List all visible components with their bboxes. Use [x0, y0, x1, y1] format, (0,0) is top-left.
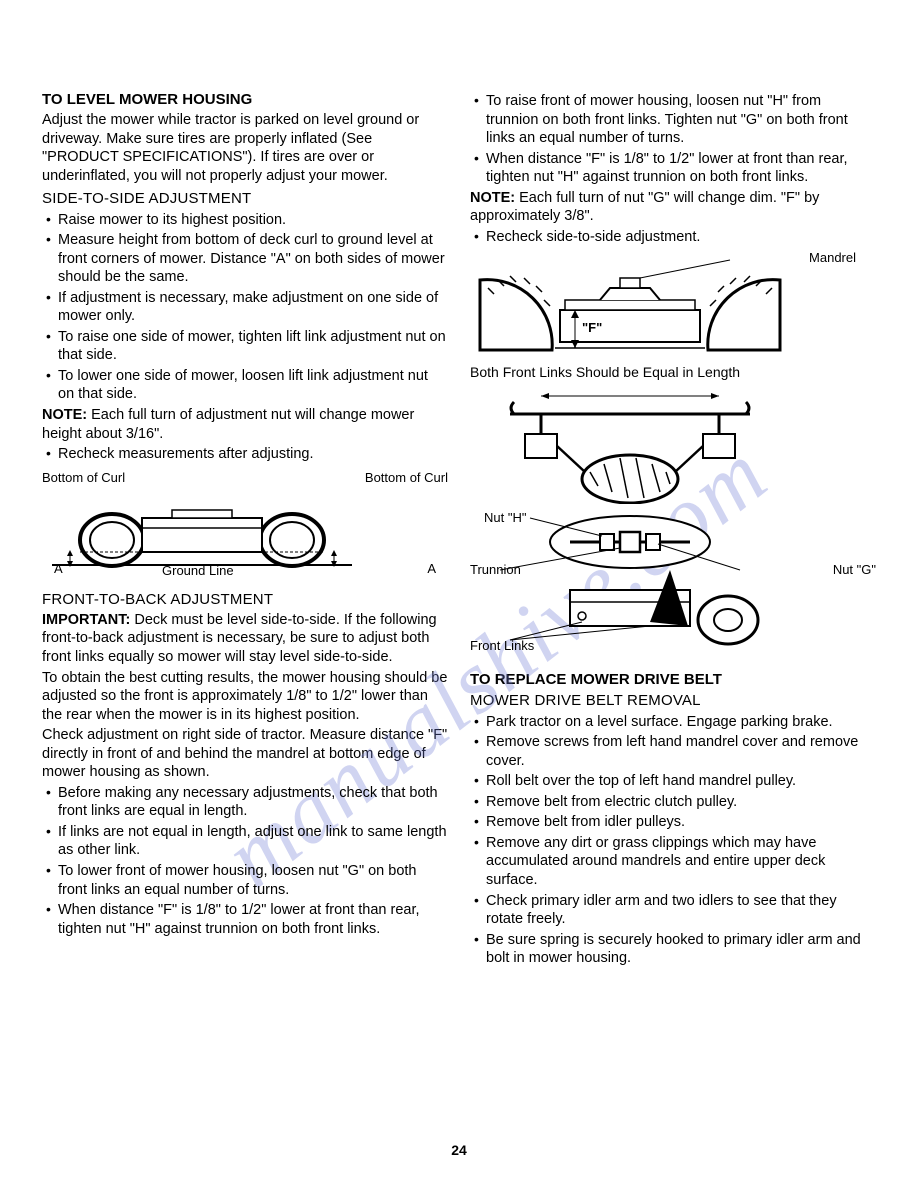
list-item: Remove screws from left hand mandrel cov…: [470, 733, 876, 770]
list-item: To lower front of mower housing, loosen …: [42, 862, 448, 899]
figure-side-adjustment: Bottom of Curl Bottom of Curl A A Ground…: [42, 470, 448, 580]
list-item: Remove belt from electric clutch pulley.: [470, 793, 876, 812]
note-text: Each full turn of adjustment nut will ch…: [42, 407, 414, 442]
note-label: NOTE:: [42, 407, 87, 423]
label-mandrel: Mandrel: [809, 250, 856, 267]
list-item: Before making any necessary adjustments,…: [42, 784, 448, 821]
note-text: Each full turn of nut "G" will change di…: [470, 190, 819, 225]
bullets-continued: To raise front of mower housing, loosen …: [470, 92, 876, 187]
list-item: Recheck measurements after adjusting.: [42, 445, 448, 464]
note-2: NOTE: Each full turn of nut "G" will cha…: [470, 189, 876, 226]
label-bottom-curl-right: Bottom of Curl: [365, 470, 448, 487]
label-a-right: A: [427, 561, 436, 578]
list-item: Check primary idler arm and two idlers t…: [470, 892, 876, 929]
label-f: "F": [582, 320, 602, 337]
label-a-left: A: [54, 561, 63, 578]
figure-front-links: [470, 384, 876, 504]
left-column: TO LEVEL MOWER HOUSING Adjust the mower …: [42, 90, 448, 970]
intro-paragraph: Adjust the mower while tractor is parked…: [42, 111, 448, 185]
label-front-links: Front Links: [470, 638, 534, 655]
list-item: Be sure spring is securely hooked to pri…: [470, 931, 876, 968]
two-column-layout: TO LEVEL MOWER HOUSING Adjust the mower …: [42, 90, 876, 970]
list-item: To raise one side of mower, tighten lift…: [42, 328, 448, 365]
important-note: IMPORTANT: Deck must be level side-to-si…: [42, 611, 448, 667]
label-ground-line: Ground Line: [162, 563, 234, 580]
diagram-svg: [470, 384, 790, 504]
list-item: If adjustment is necessary, make adjustm…: [42, 289, 448, 326]
diagram-svg: [470, 250, 790, 360]
list-item: To lower one side of mower, loosen lift …: [42, 367, 448, 404]
heading-replace-belt: TO REPLACE MOWER DRIVE BELT: [470, 670, 876, 689]
figure-nuts: Nut "H" Trunnion Nut "G" Front Links: [470, 510, 876, 660]
list-item: To raise front of mower housing, loosen …: [470, 92, 876, 148]
list-item: When distance "F" is 1/8" to 1/2" lower …: [470, 150, 876, 187]
list-item: Raise mower to its highest position.: [42, 211, 448, 230]
label-trunnion: Trunnion: [470, 562, 521, 579]
check-adjustment-para: Check adjustment on right side of tracto…: [42, 726, 448, 782]
list-item: If links are not equal in length, adjust…: [42, 823, 448, 860]
figure-mandrel: Mandrel: [470, 250, 876, 360]
cutting-results-para: To obtain the best cutting results, the …: [42, 669, 448, 725]
list-item: Remove any dirt or grass clippings which…: [470, 834, 876, 890]
bullets-belt-removal: Park tractor on a level surface. Engage …: [470, 713, 876, 968]
bullets-recheck: Recheck measurements after adjusting.: [42, 445, 448, 464]
list-item: Remove belt from idler pulleys.: [470, 813, 876, 832]
subheading-belt-removal: MOWER DRIVE BELT REMOVAL: [470, 691, 876, 710]
note-1: NOTE: Each full turn of adjustment nut w…: [42, 406, 448, 443]
subheading-side-to-side: SIDE-TO-SIDE ADJUSTMENT: [42, 189, 448, 208]
note-label: NOTE:: [470, 190, 515, 206]
label-nut-g: Nut "G": [833, 562, 876, 579]
subheading-front-to-back: FRONT-TO-BACK ADJUSTMENT: [42, 590, 448, 609]
list-item: Measure height from bottom of deck curl …: [42, 231, 448, 287]
bullets-front-to-back: Before making any necessary adjustments,…: [42, 784, 448, 938]
list-item: Roll belt over the top of left hand mand…: [470, 772, 876, 791]
right-column: To raise front of mower housing, loosen …: [470, 90, 876, 970]
page-number: 24: [451, 1142, 467, 1160]
bullets-side-to-side: Raise mower to its highest position. Mea…: [42, 211, 448, 404]
caption-front-links: Both Front Links Should be Equal in Leng…: [470, 364, 876, 382]
heading-level-mower: TO LEVEL MOWER HOUSING: [42, 90, 448, 109]
list-item: When distance "F" is 1/8" to 1/2" lower …: [42, 901, 448, 938]
important-label: IMPORTANT:: [42, 612, 130, 628]
list-item: Recheck side-to-side adjustment.: [470, 228, 876, 247]
list-item: Park tractor on a level surface. Engage …: [470, 713, 876, 732]
label-bottom-curl-left: Bottom of Curl: [42, 470, 125, 487]
bullets-recheck-side: Recheck side-to-side adjustment.: [470, 228, 876, 247]
label-nut-h: Nut "H": [484, 510, 526, 527]
